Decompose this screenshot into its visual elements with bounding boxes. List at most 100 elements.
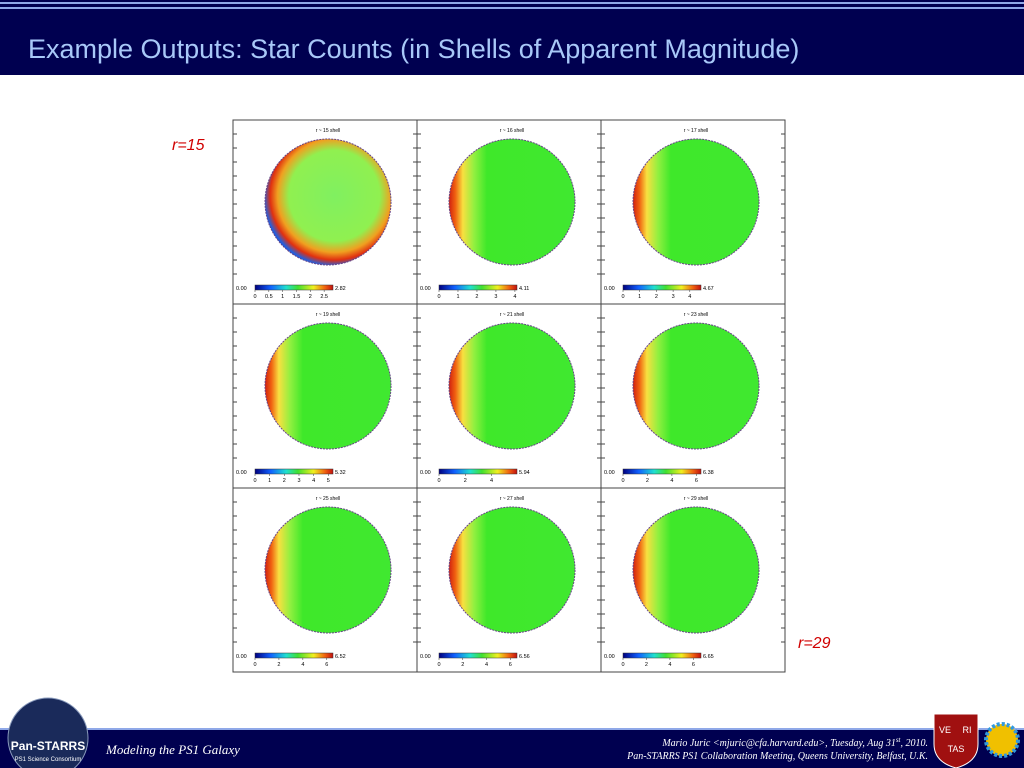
crest-text: RI — [963, 725, 972, 735]
colorbar-max: 6.56 — [519, 654, 530, 660]
logo-text: Pan-STARRS — [11, 739, 85, 753]
colorbar-tick-label: 4 — [485, 662, 488, 668]
colorbar-min: 0.00 — [236, 470, 247, 476]
colorbar-max: 2.82 — [335, 286, 346, 292]
colorbar-tick-label: 0.5 — [265, 294, 273, 300]
footer-line2: Pan-STARRS PS1 Collaboration Meeting, Qu… — [626, 751, 928, 762]
footer-bar — [0, 730, 1024, 768]
colorbar-tick-label: 1 — [456, 294, 459, 300]
sky-map — [264, 138, 392, 266]
stripe — [0, 728, 1024, 730]
title: Example Outputs: Star Counts (in Shells … — [28, 34, 799, 64]
colorbar-tick-label: 3 — [494, 294, 497, 300]
crest-text: VE — [939, 725, 951, 735]
sky-map — [632, 322, 760, 450]
panel-title: r ~ 16 shell — [500, 128, 525, 134]
colorbar-tick-label: 2 — [461, 662, 464, 668]
panel-title: r ~ 17 shell — [684, 128, 709, 134]
colorbar-tick-label: 0 — [253, 478, 256, 484]
colorbar-tick-label: 6 — [325, 662, 328, 668]
colorbar-tick-label: 1 — [638, 294, 641, 300]
colorbar-min: 0.00 — [604, 286, 615, 292]
colorbar-tick-label: 6 — [695, 478, 698, 484]
colorbar — [438, 284, 518, 291]
colorbar-tick-label: 2 — [655, 294, 658, 300]
colorbar-max: 5.94 — [519, 470, 530, 476]
colorbar-tick-label: 4 — [670, 478, 673, 484]
sky-map — [632, 506, 760, 634]
panel-grid: r ~ 15 shell 0.00 2.82 0 0.5 1 1.5 2 2.5 r ~ 16 s… — [232, 119, 786, 673]
colorbar-tick-label: 3 — [672, 294, 675, 300]
colorbar-tick-label: 2 — [283, 478, 286, 484]
colorbar-min: 0.00 — [420, 470, 431, 476]
footer-left: Modeling the PS1 Galaxy — [105, 742, 240, 757]
crest-text: TAS — [948, 744, 965, 754]
colorbar-tick-label: 1 — [268, 478, 271, 484]
sky-map — [448, 506, 576, 634]
colorbar-min: 0.00 — [420, 286, 431, 292]
colorbar-tick-label: 0 — [621, 478, 624, 484]
colorbar-tick-label: 2.5 — [320, 294, 328, 300]
colorbar-tick-label: 4 — [312, 478, 315, 484]
colorbar-max: 5.32 — [335, 470, 346, 476]
sky-map — [264, 506, 392, 634]
colorbar-tick-label: 4 — [490, 478, 493, 484]
colorbar-tick-label: 0 — [253, 294, 256, 300]
text: Mario Juric <mjuric@cfa.harvard.edu>, Tu… — [661, 738, 896, 749]
panel-title: r ~ 19 shell — [316, 312, 341, 318]
colorbar-min: 0.00 — [420, 654, 431, 660]
colorbar-tick-label: 4 — [688, 294, 691, 300]
sky-map — [632, 138, 760, 266]
sky-map — [264, 322, 392, 450]
stripe — [0, 2, 1024, 4]
text: st — [896, 736, 902, 744]
colorbar-tick-label: 0 — [621, 294, 624, 300]
colorbar-tick-label: 0 — [437, 294, 440, 300]
sun-logo — [984, 722, 1020, 758]
crest — [933, 713, 979, 768]
colorbar-min: 0.00 — [236, 286, 247, 292]
logo — [7, 697, 89, 768]
colorbar-max: 6.52 — [335, 654, 346, 660]
colorbar-tick-label: 1 — [281, 294, 284, 300]
colorbar-tick-label: 2 — [646, 478, 649, 484]
colorbar-min: 0.00 — [236, 654, 247, 660]
colorbar-tick-label: 4 — [668, 662, 671, 668]
colorbar-tick-label: 1.5 — [293, 294, 301, 300]
text: , 2010. — [901, 738, 929, 749]
panel-title: r ~ 21 shell — [500, 312, 525, 318]
sky-map — [448, 322, 576, 450]
stripe — [0, 7, 1024, 9]
colorbar-tick-label: 0 — [253, 662, 256, 668]
colorbar-tick-label: 3 — [297, 478, 300, 484]
panel-title: r ~ 25 shell — [316, 496, 341, 502]
colorbar-max: 6.65 — [703, 654, 714, 660]
title-bar — [0, 0, 1024, 75]
colorbar-tick-label: 6 — [509, 662, 512, 668]
colorbar — [254, 652, 334, 659]
colorbar-tick-label: 2 — [475, 294, 478, 300]
colorbar — [622, 468, 702, 475]
colorbar — [254, 284, 334, 291]
colorbar-tick-label: 0 — [437, 478, 440, 484]
panel-title: r ~ 23 shell — [684, 312, 709, 318]
colorbar-min: 0.00 — [604, 470, 615, 476]
colorbar-max: 4.11 — [519, 286, 529, 292]
footer-line1: Mario Juric <mjuric@cfa.harvard.edu>, Tu… — [661, 736, 928, 749]
colorbar — [622, 284, 702, 291]
colorbar-tick-label: 0 — [621, 662, 624, 668]
colorbar-max: 4.67 — [703, 286, 714, 292]
panel-title: r ~ 15 shell — [316, 128, 341, 134]
colorbar-tick-label: 2 — [277, 662, 280, 668]
label: r=29 — [798, 635, 831, 652]
colorbar-tick-label: 5 — [327, 478, 330, 484]
label: r=15 — [172, 137, 205, 154]
colorbar-max: 6.38 — [703, 470, 714, 476]
colorbar-tick-label: 2 — [309, 294, 312, 300]
sky-map — [448, 138, 576, 266]
colorbar-tick-label: 4 — [301, 662, 304, 668]
colorbar-tick-label: 0 — [437, 662, 440, 668]
colorbar-min: 0.00 — [604, 654, 615, 660]
colorbar-tick-label: 2 — [464, 478, 467, 484]
